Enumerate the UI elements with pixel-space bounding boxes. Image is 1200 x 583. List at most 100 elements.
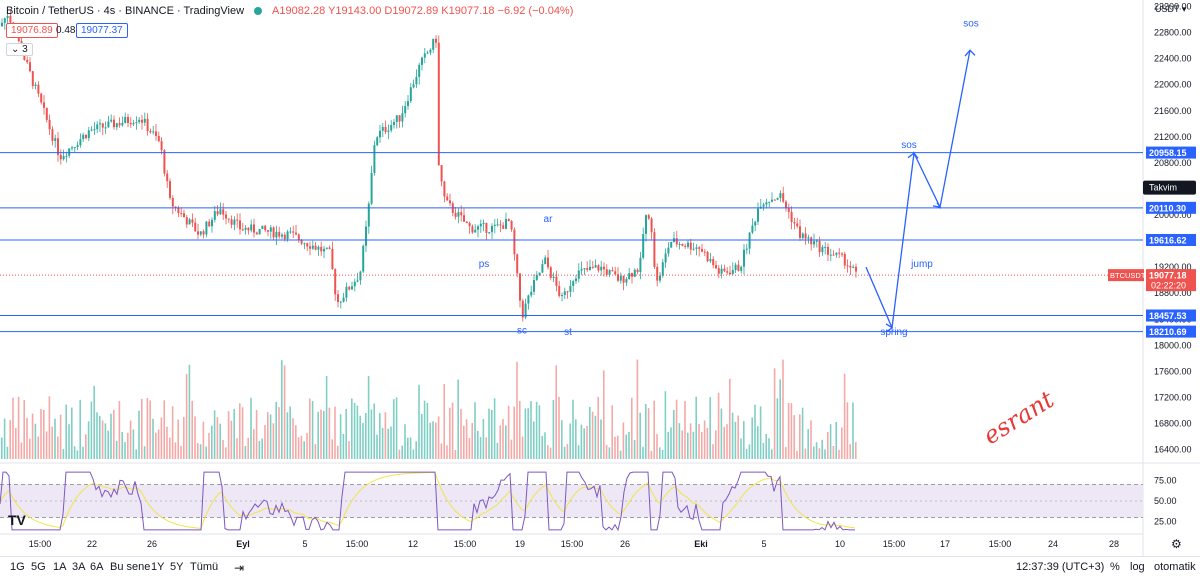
candle-body: [412, 84, 415, 88]
timeframe-6a[interactable]: 6A: [90, 561, 104, 573]
last-price-tag: [1146, 269, 1196, 292]
volume-bar: [107, 430, 109, 459]
candle-body: [230, 219, 233, 225]
auto-scale-toggle[interactable]: otomatik: [1154, 561, 1196, 573]
candle-body: [185, 217, 188, 225]
volume-bar: [269, 414, 272, 459]
volume-bar: [479, 437, 482, 459]
timeframe-5g[interactable]: 5G: [31, 561, 46, 573]
candle-body: [379, 130, 381, 138]
candle-body: [751, 225, 754, 233]
candle-body: [213, 211, 216, 220]
candle-body: [272, 227, 275, 238]
percent-toggle[interactable]: %: [1110, 561, 1120, 573]
volume-bar: [771, 449, 773, 459]
volume-bar: [216, 417, 219, 459]
candle-body: [796, 223, 799, 227]
volume-bar: [633, 439, 636, 459]
volume-bar: [555, 365, 557, 459]
candle-body: [127, 117, 129, 124]
candle-body: [289, 231, 292, 233]
volume-bar: [169, 437, 171, 459]
candle-body: [398, 115, 401, 122]
volume-bar: [829, 424, 832, 459]
level-price-tag: [1146, 201, 1196, 214]
candle-body: [614, 271, 617, 275]
candle-body: [351, 286, 353, 290]
volume-bar: [457, 379, 459, 459]
volume-bar: [661, 449, 664, 459]
volume-bar: [611, 405, 613, 459]
ohlc-legend: A19082.28 Y19143.00 D19072.89 K19077.18 …: [272, 5, 573, 17]
candle-body: [40, 93, 43, 103]
timeframe-1a[interactable]: 1A: [53, 561, 67, 573]
log-toggle[interactable]: log: [1130, 561, 1145, 573]
candle-body: [62, 156, 65, 160]
calendar-tooltip-label: Takvim: [1149, 183, 1177, 193]
candle-body: [633, 269, 636, 277]
y-tick-label: 22400.00: [1154, 54, 1192, 64]
volume-bar: [51, 426, 53, 459]
timeframe-1y[interactable]: 1Y: [151, 561, 165, 573]
sell-price-button[interactable]: 19076.89: [6, 23, 58, 38]
volume-bar: [415, 441, 417, 459]
clock-timezone[interactable]: 12:37:39 (UTC+3): [1016, 561, 1105, 573]
timeframe-3a[interactable]: 3A: [72, 561, 86, 573]
wyckoff-label-ps: ps: [479, 259, 490, 270]
candle-body: [45, 107, 48, 120]
volume-bar: [451, 402, 454, 459]
volume-bar: [541, 436, 543, 459]
candle-body: [832, 254, 835, 256]
goto-date-icon[interactable]: ⇥: [234, 561, 245, 575]
volume-bar: [723, 426, 725, 459]
timeframe-1g[interactable]: 1G: [10, 561, 25, 573]
volume-bar: [656, 434, 658, 459]
timeframe-all[interactable]: Tümü: [190, 561, 219, 573]
candle-body: [65, 155, 68, 157]
rsi-tick-label: 25.00: [1154, 517, 1177, 527]
volume-bar: [54, 418, 56, 459]
volume-bar: [712, 444, 714, 459]
volume-bar: [790, 403, 793, 459]
buy-price-button[interactable]: 19077.37: [76, 23, 128, 38]
volume-bar: [505, 425, 507, 459]
timeframe-5y[interactable]: 5Y: [170, 561, 184, 573]
candle-body: [9, 15, 12, 23]
volume-bar: [437, 416, 440, 459]
volume-bar: [334, 406, 336, 459]
candle-body: [227, 218, 230, 220]
volume-bar: [194, 416, 196, 459]
volume-bar: [71, 407, 73, 459]
candle-body: [110, 119, 113, 122]
candle-body: [785, 201, 787, 209]
candle-body: [286, 231, 289, 240]
volume-bar: [90, 401, 93, 459]
candle-body: [729, 272, 731, 275]
candle-body: [85, 134, 87, 139]
volume-bar: [757, 426, 759, 459]
candle-body: [779, 193, 782, 199]
volume-bar: [815, 442, 818, 459]
timeframe-ytd[interactable]: Bu sene: [110, 561, 151, 573]
x-tick-label: 22: [87, 539, 97, 549]
rsi-tick-label: 50.00: [1154, 496, 1177, 506]
volume-bar: [314, 444, 317, 459]
candle-body: [636, 269, 639, 273]
volume-bar: [622, 422, 625, 459]
volume-bar: [300, 435, 303, 459]
volume-bar: [421, 413, 423, 459]
volume-bar: [759, 406, 762, 459]
volume-bar: [73, 446, 76, 459]
candle-body: [194, 222, 197, 232]
volume-bar: [23, 400, 25, 459]
volume-bar: [799, 414, 801, 459]
volume-bar: [768, 438, 770, 459]
candle-body: [465, 221, 468, 224]
indicators-collapse-button[interactable]: ⌄ 3: [6, 43, 33, 56]
candle-body: [208, 221, 211, 227]
projection-arrow-head: [907, 152, 919, 159]
candle-body: [155, 131, 157, 136]
candle-body: [34, 84, 37, 86]
